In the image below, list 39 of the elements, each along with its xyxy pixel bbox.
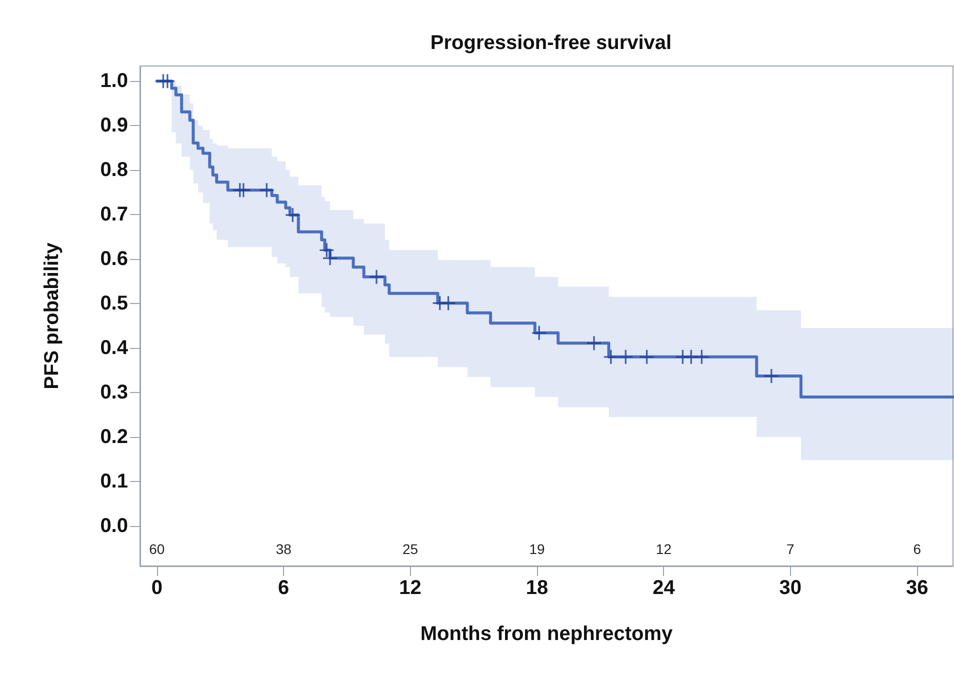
x-axis-title: Months from nephrectomy — [420, 623, 674, 645]
point — [694, 350, 709, 364]
x-tick-label: 0 — [151, 577, 162, 599]
y-tick-label: 0.4 — [100, 337, 129, 360]
annotation: 38 — [276, 541, 292, 557]
x-tick-label: 12 — [399, 577, 422, 599]
point — [640, 350, 654, 364]
point — [286, 208, 300, 222]
annotation: 12 — [656, 541, 672, 557]
y-axis-title: PFS probability — [41, 242, 63, 390]
point — [323, 251, 338, 266]
annotation: 25 — [402, 541, 418, 557]
point — [587, 336, 602, 350]
y-tick-label: 0.3 — [100, 382, 128, 404]
point — [370, 270, 384, 284]
annotation: 6 — [913, 541, 922, 557]
point — [160, 74, 174, 88]
y-tick-label: 0.8 — [100, 159, 128, 182]
chart-title: Progression-free survival — [430, 32, 672, 54]
y-tick-label: 0.2 — [100, 426, 128, 448]
x-tick-label: 24 — [652, 577, 676, 599]
point — [236, 183, 250, 198]
annotation: 7 — [786, 541, 794, 557]
y-tick-label: 1.0 — [100, 70, 128, 92]
x-tick-label: 36 — [906, 577, 928, 599]
point — [618, 350, 633, 364]
y-tick-label: 0.5 — [100, 292, 128, 315]
y-tick-label: 0.6 — [100, 248, 128, 270]
x-tick-label: 6 — [278, 577, 290, 599]
annotation: 19 — [529, 541, 545, 557]
annotation: 60 — [149, 541, 165, 557]
y-tick-label: 0.9 — [100, 114, 128, 137]
y-tick-label: 0.1 — [100, 470, 128, 492]
y-tick-label: 0.0 — [100, 514, 128, 537]
point — [764, 369, 778, 384]
x-tick-label: 30 — [779, 577, 802, 599]
y-tick-label: 0.7 — [100, 204, 128, 226]
point — [604, 350, 618, 364]
x-tick-label: 18 — [526, 577, 548, 599]
